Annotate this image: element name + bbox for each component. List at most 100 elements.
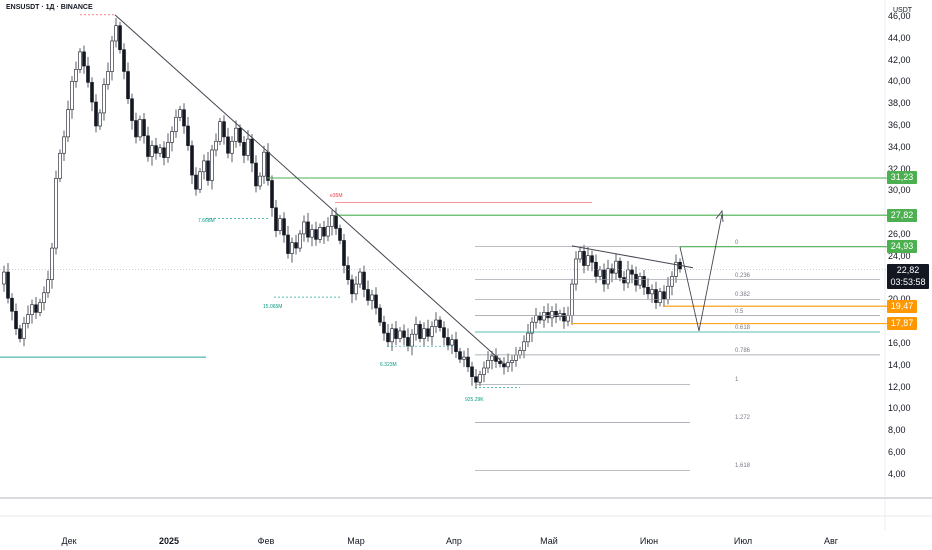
candle-body xyxy=(194,174,198,190)
candle-body xyxy=(226,136,230,154)
candle-body xyxy=(266,151,270,181)
candle-body xyxy=(242,142,246,156)
candle-body xyxy=(654,289,658,303)
candle-body xyxy=(290,242,294,254)
y-tick-label: 32,00 xyxy=(888,163,911,174)
candle-body xyxy=(418,324,422,339)
candle-body xyxy=(298,233,302,249)
candle-body xyxy=(526,332,530,343)
candle-body xyxy=(230,140,234,154)
candle-body xyxy=(458,351,462,360)
candle-body xyxy=(414,324,418,335)
candle-body xyxy=(186,125,190,146)
candle-body xyxy=(658,291,662,303)
x-tick-label: Мар xyxy=(347,536,365,546)
fib-ratio-label: 1.618 xyxy=(735,463,751,470)
current-price-value: 22,82 xyxy=(896,265,920,275)
candle-body xyxy=(130,98,134,121)
candle-body xyxy=(478,374,482,383)
fib-ratio-label: 0.618 xyxy=(735,325,751,331)
candle-body xyxy=(358,271,362,285)
y-tick-label: 10,00 xyxy=(888,403,911,414)
candle-body xyxy=(214,140,218,151)
y-tick-label: 34,00 xyxy=(888,141,911,152)
candle-body xyxy=(166,142,170,158)
candle-body xyxy=(382,321,386,334)
price-level-label: 19,47 xyxy=(887,299,917,313)
candle-body xyxy=(174,116,178,132)
candle-body xyxy=(406,337,410,347)
candle-body xyxy=(558,313,562,318)
candle-body xyxy=(430,326,434,337)
candle-body xyxy=(190,145,194,176)
candle-body xyxy=(626,269,630,284)
price-level-label: 31,23 xyxy=(887,171,917,185)
x-tick-label: Июн xyxy=(639,536,659,546)
candle-body xyxy=(534,315,538,323)
candle-body xyxy=(574,258,578,285)
candle-body xyxy=(566,315,570,322)
candle-body xyxy=(630,269,634,275)
candle-body xyxy=(438,319,442,328)
chart-title: ENSUSDT · 1Д · BINANCE xyxy=(6,4,93,11)
candle-body xyxy=(322,227,326,237)
candle-body xyxy=(86,65,90,83)
candle-body xyxy=(606,268,610,285)
fib-ratio-label: 0 xyxy=(735,239,739,246)
candle-body xyxy=(222,121,226,138)
candle-body xyxy=(198,171,202,190)
candle-body xyxy=(342,240,346,266)
candle-body xyxy=(294,242,298,249)
candle-body xyxy=(286,234,290,254)
y-tick-label: 36,00 xyxy=(888,120,911,130)
candle-body xyxy=(642,276,646,288)
candle-body xyxy=(50,247,54,280)
x-tick-label: Май xyxy=(540,536,558,546)
candle-body xyxy=(318,227,322,240)
candle-body xyxy=(42,292,46,303)
candle-body xyxy=(450,339,454,346)
candle-body xyxy=(102,84,106,114)
trendline xyxy=(114,14,504,363)
candle-body xyxy=(258,175,262,187)
candle-body xyxy=(278,218,282,231)
candle-body xyxy=(522,341,526,351)
fib-ratio-label: 0.5 xyxy=(735,308,744,315)
candle-body xyxy=(550,310,554,319)
price-level-label: 27,82 xyxy=(887,208,917,222)
candlestick-series xyxy=(2,17,682,389)
candle-body xyxy=(178,109,182,118)
candle-body xyxy=(98,112,102,127)
candle-body xyxy=(250,138,254,164)
candle-body xyxy=(170,131,174,143)
y-tick-label: 6,00 xyxy=(888,447,906,457)
candle-body xyxy=(398,330,402,339)
candle-body xyxy=(234,127,238,142)
fib-ratio-label: 0.786 xyxy=(735,347,751,354)
candle-body xyxy=(334,215,338,229)
y-tick-label: 4,00 xyxy=(888,468,906,479)
resistance-trendline xyxy=(571,245,694,269)
price-level-label: 24,93 xyxy=(887,240,917,254)
candle-body xyxy=(314,229,318,240)
candle-body xyxy=(34,304,38,313)
y-tick-label: 40,00 xyxy=(888,76,911,87)
candle-body xyxy=(6,271,10,299)
candle-body xyxy=(610,268,614,274)
candle-body xyxy=(122,49,126,72)
candle-body xyxy=(26,314,30,324)
candle-body xyxy=(618,260,622,278)
candle-body xyxy=(530,321,534,334)
candle-body xyxy=(66,109,70,138)
candle-body xyxy=(94,101,98,127)
fib-ratio-label: 1.272 xyxy=(735,415,751,422)
y-tick-label: 30,00 xyxy=(888,185,911,196)
candle-body xyxy=(434,319,438,327)
projection-arrow xyxy=(715,209,724,222)
volume-label: 15.065M xyxy=(263,304,283,310)
candle-body xyxy=(30,304,34,315)
candle-body xyxy=(354,283,358,295)
candle-body xyxy=(70,81,74,110)
candle-body xyxy=(346,265,350,280)
